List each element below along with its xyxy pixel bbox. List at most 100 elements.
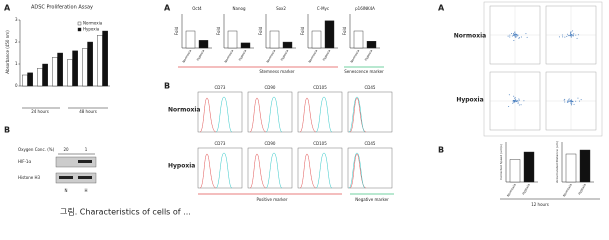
scatter-dot	[514, 34, 516, 36]
panel-label: A	[438, 4, 445, 13]
histogram-frame	[297, 147, 343, 189]
histogram-frame	[197, 91, 243, 133]
scatter-dot	[518, 36, 520, 38]
scatter-dot	[572, 34, 574, 36]
scatter-dot	[517, 100, 519, 102]
histogram-sample	[315, 96, 333, 133]
scatter-dot	[580, 99, 582, 101]
legend-label: Hypoxia	[83, 27, 100, 32]
scatter-dot	[517, 34, 519, 36]
legend-swatch	[77, 21, 82, 26]
panel-label: B	[164, 82, 170, 91]
scatter-dot	[520, 104, 522, 106]
bar	[87, 41, 93, 87]
histogram-sample	[315, 152, 333, 189]
axis-label: Fold	[300, 26, 305, 35]
chart-title: CD73	[215, 85, 226, 90]
scatter-dot	[570, 34, 572, 36]
scatter-dot	[514, 100, 516, 102]
axis-label: Accumulated Distance (um)	[555, 141, 559, 183]
blot-band	[78, 176, 92, 179]
histogram-frame	[247, 91, 293, 133]
bar	[97, 35, 103, 87]
axis-label: Fold	[216, 26, 221, 35]
legend-swatch	[77, 27, 82, 32]
scatter-dot	[518, 104, 520, 106]
chart-title: Oct4	[192, 6, 202, 11]
group-label: Stemness marker	[259, 69, 295, 74]
bar	[102, 30, 108, 87]
x-tick-label: Normoxia	[266, 49, 277, 64]
scatter-dot	[573, 33, 575, 35]
scatter-dot	[520, 36, 522, 38]
scatter-dot	[563, 99, 565, 101]
axis-label: Fold	[342, 26, 347, 35]
scatter-dot	[568, 98, 570, 100]
panel-label: B	[438, 146, 444, 155]
histogram-frame	[247, 147, 293, 189]
x-tick-label: Hypoxia	[577, 183, 587, 196]
histogram-frame	[297, 91, 343, 133]
scatter-dot	[569, 100, 571, 102]
chart-title: Nanog	[233, 6, 246, 11]
scatter-dot	[570, 32, 572, 34]
histogram-control	[249, 153, 267, 189]
x-tick-label: Normoxia	[308, 49, 319, 64]
x-tick-label: Normoxia	[562, 183, 573, 198]
histogram-sample	[265, 96, 283, 133]
scatter-dot	[514, 31, 516, 33]
lane-label: H	[84, 188, 87, 193]
scatter-dot	[570, 36, 572, 38]
blot	[55, 172, 97, 184]
x-tick-label: Normoxia	[182, 49, 193, 64]
oxygen-level: 20	[63, 147, 69, 152]
scatter-dot	[513, 34, 515, 36]
scatter-dot	[518, 98, 520, 100]
blot	[55, 156, 97, 168]
scatter-dot	[571, 101, 573, 103]
scatter-dot	[570, 99, 572, 101]
scatter-dot	[516, 34, 518, 36]
chart-title: CD90	[265, 141, 276, 146]
scatter-dot	[567, 33, 569, 35]
y-tick-label: 3	[15, 17, 18, 22]
scatter-dot	[567, 35, 569, 37]
bar	[82, 48, 88, 87]
chart-title: CD105	[313, 85, 327, 90]
scatter-dot	[567, 99, 569, 101]
chart-title: CD45	[365, 141, 376, 146]
row-label: Normoxia	[454, 33, 486, 40]
scatter-dot	[517, 35, 519, 37]
group-label: Positive marker	[257, 197, 288, 202]
bar	[282, 41, 293, 49]
axis-label: Corrected Speed (um/s)	[499, 144, 503, 180]
histogram-control	[299, 97, 317, 133]
histogram-control	[249, 97, 267, 133]
group-label: 48 hours	[79, 109, 97, 114]
group-label: 24 hours	[31, 109, 49, 114]
frame	[483, 1, 603, 137]
scatter-dot	[575, 34, 577, 36]
axis-label: Fold	[174, 26, 179, 35]
blot-band	[59, 176, 73, 179]
scatter-dot	[517, 102, 519, 104]
scatter-dot	[515, 36, 517, 38]
bar	[227, 30, 238, 49]
bar	[37, 68, 43, 87]
histogram-control	[199, 97, 217, 133]
histogram-control	[299, 153, 317, 189]
row-label: Hypoxia	[168, 163, 195, 170]
bar	[353, 30, 364, 49]
bar	[22, 74, 28, 87]
band-label: Histone H3	[18, 175, 40, 180]
time-label: 12 hours	[531, 202, 549, 207]
scatter-dot	[515, 33, 517, 35]
panel-label: B	[4, 126, 10, 135]
blot-band	[78, 160, 92, 163]
scatter-dot	[570, 100, 572, 102]
bar	[366, 41, 377, 49]
x-tick-label: Hypoxia	[364, 49, 374, 62]
scatter-dot	[515, 100, 517, 102]
oxygen-label: Oxygen Conc. (%)	[18, 147, 55, 152]
bar	[42, 63, 48, 87]
